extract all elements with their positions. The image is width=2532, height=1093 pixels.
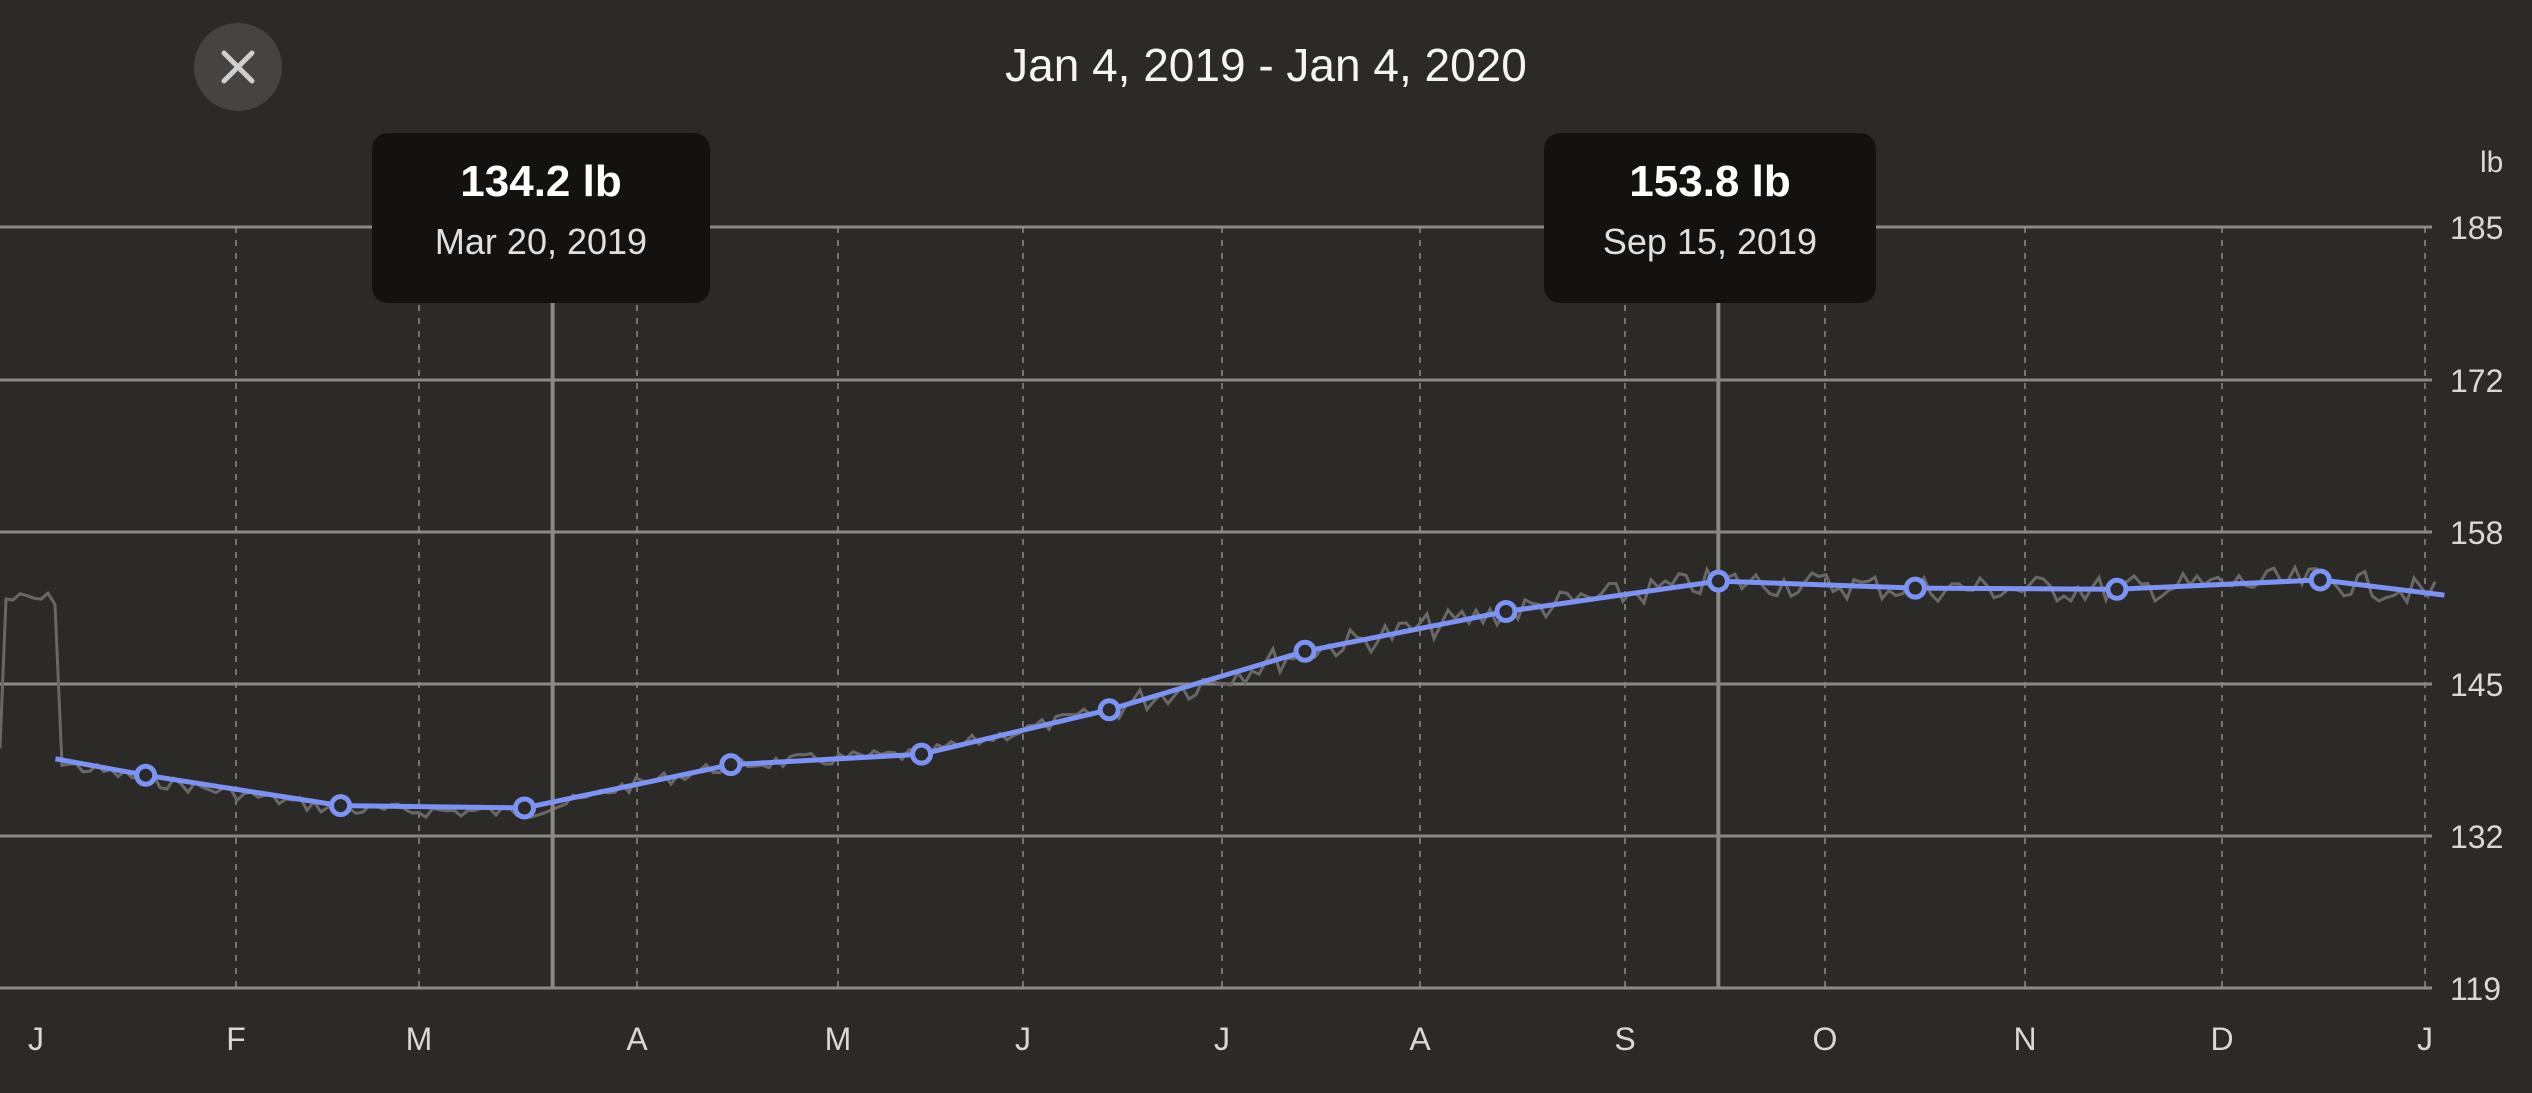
x-tick-label: A <box>1409 1021 1431 1057</box>
trend-point[interactable] <box>512 796 536 820</box>
x-tick-label: N <box>2013 1021 2036 1057</box>
trend-point[interactable] <box>910 742 934 766</box>
x-tick-label: M <box>825 1021 852 1057</box>
y-tick-label: 172 <box>2450 363 2503 399</box>
x-tick-label: F <box>226 1021 246 1057</box>
y-tick-label: 158 <box>2450 515 2503 551</box>
x-tick-label: J <box>1015 1021 1031 1057</box>
trend-point[interactable] <box>1097 698 1121 722</box>
x-tick-label: J <box>28 1021 44 1057</box>
y-axis-unit: lb <box>2480 146 2503 179</box>
tooltip-selected-1: 134.2 lb Mar 20, 2019 <box>372 133 710 303</box>
raw-weight-line <box>0 563 2437 820</box>
trend-point[interactable] <box>1494 600 1518 624</box>
date-range-title: Jan 4, 2019 - Jan 4, 2020 <box>1005 39 1527 91</box>
y-tick-label: 185 <box>2450 210 2503 246</box>
trend-point[interactable] <box>329 794 353 818</box>
x-tick-label: M <box>406 1021 433 1057</box>
tooltip-selected-2: 153.8 lb Sep 15, 2019 <box>1544 133 1876 303</box>
tooltip-value: 134.2 lb <box>460 157 622 206</box>
trend-point[interactable] <box>134 763 158 787</box>
trend-point[interactable] <box>719 753 743 777</box>
tooltip-date: Mar 20, 2019 <box>434 221 648 262</box>
x-tick-label: J <box>1214 1021 1230 1057</box>
trend-point[interactable] <box>2308 568 2332 592</box>
y-tick-label: 132 <box>2450 819 2503 855</box>
close-icon <box>221 50 255 84</box>
x-tick-label: D <box>2210 1021 2233 1057</box>
close-button[interactable] <box>194 23 282 111</box>
trend-point[interactable] <box>1706 569 1730 593</box>
x-tick-label: A <box>626 1021 648 1057</box>
tooltip-value: 153.8 lb <box>1629 157 1791 206</box>
x-tick-label: J <box>2417 1021 2433 1057</box>
x-tick-label: S <box>1614 1021 1635 1057</box>
trend-point[interactable] <box>1293 639 1317 663</box>
trend-point[interactable] <box>2105 577 2129 601</box>
trend-line <box>54 577 2445 811</box>
tooltip-date: Sep 15, 2019 <box>1602 221 1818 262</box>
x-tick-label: O <box>1813 1021 1838 1057</box>
y-tick-label: 145 <box>2450 667 2503 703</box>
trend-point[interactable] <box>1903 576 1927 600</box>
y-tick-label: 119 <box>2450 971 2501 1007</box>
